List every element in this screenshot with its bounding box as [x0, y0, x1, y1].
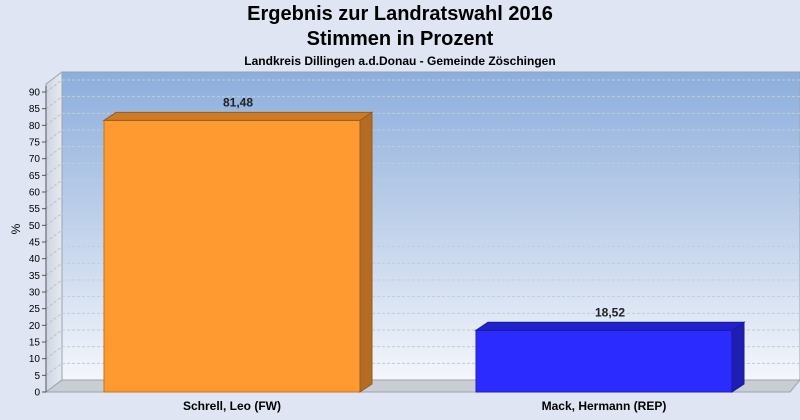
- x-category-label: Schrell, Leo (FW): [183, 399, 281, 413]
- grid-line-side: [45, 212, 63, 226]
- grid-line-side: [45, 112, 63, 126]
- y-tick-label: 65: [29, 171, 41, 182]
- bar-top: [102, 111, 374, 121]
- grid-line-side: [45, 362, 63, 376]
- chart-subtitle: Landkreis Dillingen a.d.Donau - Gemeinde…: [244, 54, 556, 68]
- data-label: 18,52: [595, 305, 625, 319]
- y-tick-label: 90: [29, 88, 41, 99]
- grid-line-side: [45, 129, 63, 143]
- y-tick-label: 50: [29, 221, 41, 232]
- y-tick-label: 35: [29, 271, 41, 282]
- grid-line-side: [45, 329, 63, 343]
- y-tick-label: 55: [29, 204, 41, 215]
- y-tick-label: 80: [29, 121, 41, 132]
- y-tick-label: 45: [29, 238, 41, 249]
- y-tick-label: 5: [34, 371, 40, 382]
- grid-line-side: [45, 229, 63, 243]
- x-category-label: Mack, Hermann (REP): [542, 399, 667, 413]
- y-tick-label: 30: [29, 288, 41, 299]
- y-tick-label: 60: [29, 188, 41, 199]
- grid-line-side: [45, 196, 63, 210]
- chart-title: Ergebnis zur Landratswahl 2016: [247, 3, 553, 25]
- grid-line-side: [45, 179, 63, 193]
- data-label: 81,48: [223, 95, 253, 109]
- chart-title-line-2: Stimmen in Prozent: [306, 28, 494, 50]
- y-tick-label: 20: [29, 321, 41, 332]
- bar-side: [731, 321, 745, 393]
- grid-line-side: [45, 146, 63, 160]
- bar-front: [475, 329, 733, 393]
- grid-line-side: [45, 296, 63, 310]
- bar-2: [474, 321, 746, 393]
- y-tick-label: 40: [29, 254, 41, 265]
- grid-line-side: [45, 246, 63, 260]
- y-tick-label: 25: [29, 304, 41, 315]
- grid-line-side: [45, 262, 63, 276]
- bar-top: [474, 321, 746, 331]
- y-tick-label: 10: [29, 354, 41, 365]
- y-tick-label: 70: [29, 154, 41, 165]
- grid-line-side: [45, 279, 63, 293]
- bar-side: [359, 111, 373, 393]
- grid-line-side: [45, 79, 63, 93]
- bar-1: [102, 111, 374, 393]
- grid-line-side: [45, 96, 63, 110]
- y-tick-label: 15: [29, 338, 41, 349]
- grid-line-side: [45, 312, 63, 326]
- y-tick-label: 0: [34, 388, 40, 399]
- y-tick-label: 75: [29, 138, 41, 149]
- bar-front: [103, 119, 361, 393]
- grid-line-side: [45, 346, 63, 360]
- grid-line-side: [45, 162, 63, 176]
- y-tick-label: 85: [29, 104, 41, 115]
